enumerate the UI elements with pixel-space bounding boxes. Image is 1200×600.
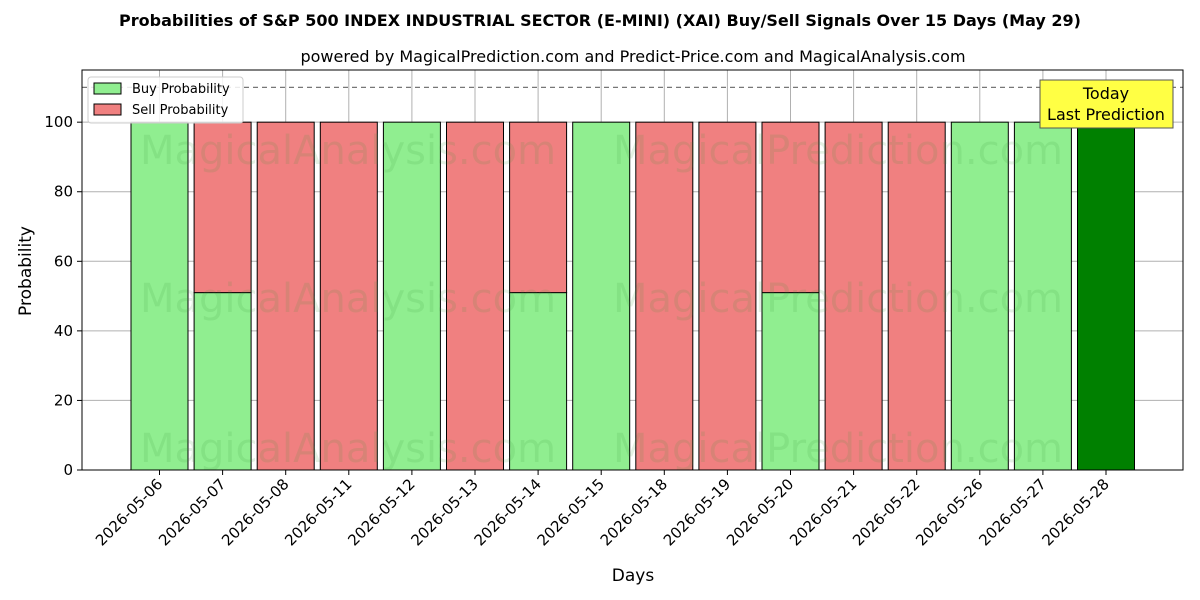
x-tick-label: 2026-05-28 [1038, 475, 1112, 549]
x-tick-label: 2026-05-20 [723, 475, 797, 549]
chart-title: Probabilities of S&P 500 INDEX INDUSTRIA… [119, 11, 1081, 30]
watermark-text: MagicalAnalysis.com [140, 128, 556, 174]
sell-bar [761, 121, 820, 294]
sell-bar [193, 121, 252, 294]
x-tick-label: 2026-05-15 [534, 475, 608, 549]
y-tick-label: 20 [54, 391, 73, 409]
sell-bar [256, 121, 315, 471]
watermark-text: MagicalPrediction.com [613, 276, 1063, 322]
legend-box [87, 76, 244, 124]
buy-bar [761, 292, 820, 471]
buy-bar [382, 121, 441, 471]
x-tick-label: 2026-05-13 [407, 475, 481, 549]
y-axis-label: Probability [16, 226, 36, 316]
y-tick-label: 80 [54, 183, 73, 201]
watermark-text: MagicalPrediction.com [613, 426, 1063, 472]
watermark-text: MagicalAnalysis.com [140, 426, 556, 472]
y-tick-label: 60 [54, 252, 73, 270]
sell-bar [509, 121, 568, 294]
sell-bar [698, 121, 757, 471]
x-tick-label: 2026-05-08 [218, 475, 292, 549]
chart-subtitle: powered by MagicalPrediction.com and Pre… [300, 47, 965, 66]
x-tick-label: 2026-05-22 [849, 475, 923, 549]
today-annotation-line2: Last Prediction [1047, 105, 1165, 124]
today-annotation-box [1039, 79, 1174, 129]
sell-bar [446, 121, 504, 471]
x-tick-label: 2026-05-06 [92, 475, 166, 549]
x-tick-label: 2026-05-21 [786, 475, 860, 549]
buy-bar [572, 121, 631, 471]
x-tick-label: 2026-05-12 [344, 475, 418, 549]
sell-bar [319, 121, 378, 471]
y-tick-label: 100 [44, 113, 73, 131]
y-tick-label: 40 [54, 322, 73, 340]
buy-bar [950, 121, 1009, 471]
buy-bar [1013, 121, 1072, 471]
legend-label: Buy Probability [132, 82, 230, 97]
buy-bar [1077, 121, 1135, 471]
sell-bar [635, 121, 694, 471]
x-axis-label: Days [612, 566, 655, 586]
legend-label: Sell Probability [132, 103, 229, 118]
sell-bar [887, 121, 946, 471]
legend: Buy Probability Sell Probability [87, 76, 244, 124]
x-tick-label: 2026-05-18 [597, 475, 671, 549]
x-tick-label: 2026-05-26 [912, 475, 986, 549]
x-tick-label: 2026-05-27 [975, 475, 1049, 549]
today-annotation-line1: Today [1082, 84, 1129, 103]
bars [130, 121, 1135, 471]
x-tick-label: 2026-05-07 [155, 475, 229, 549]
watermark-text: MagicalPrediction.com [613, 128, 1063, 174]
y-tick-label: 0 [63, 461, 73, 479]
legend-swatch [93, 82, 122, 95]
legend-swatch [93, 103, 122, 116]
x-tick-label: 2026-05-19 [660, 475, 734, 549]
today-annotation: Today Last Prediction [1039, 79, 1174, 129]
x-tick-label: 2026-05-11 [281, 475, 355, 549]
plot-frame [81, 69, 1184, 471]
sell-bar [824, 121, 883, 471]
watermark-text: MagicalAnalysis.com [140, 276, 556, 322]
x-tick-label: 2026-05-14 [471, 475, 545, 549]
watermarks: MagicalAnalysis.com MagicalPrediction.com… [140, 128, 1063, 472]
